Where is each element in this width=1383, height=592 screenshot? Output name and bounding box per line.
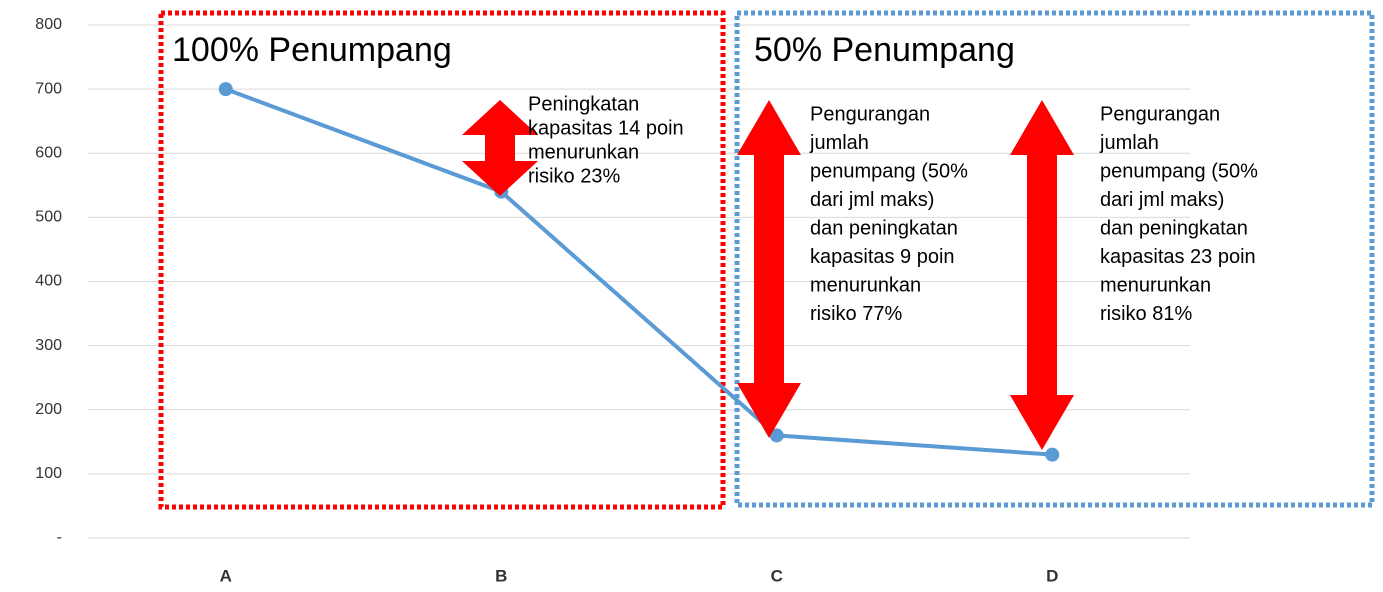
annotation-line: kapasitas 23 poin [1100, 246, 1256, 268]
annotation-line: penumpang (50% [810, 160, 968, 182]
group-box-full [158, 10, 726, 510]
x-tick-label: B [495, 566, 507, 585]
point [1045, 447, 1060, 462]
arrow [462, 100, 538, 196]
annotation-line: risiko 77% [810, 303, 902, 325]
annotation-line: Peningkatan [528, 93, 639, 115]
annotation-line: kapasitas 9 poin [810, 246, 955, 268]
annotation-line: jumlah [1099, 132, 1159, 154]
annotation-line: penumpang (50% [1100, 160, 1258, 182]
y-tick-label: 600 [35, 144, 62, 161]
annotation-line: kapasitas 14 poin [528, 117, 684, 139]
annotation-line: menurunkan [1100, 274, 1211, 296]
annotation-line: dan peningkatan [1100, 217, 1248, 239]
y-tick-label: 200 [35, 401, 62, 418]
y-tick-label: 400 [35, 273, 62, 290]
point [218, 82, 233, 97]
annotation-line: menurunkan [810, 274, 921, 296]
y-tick-label: 800 [35, 16, 62, 33]
y-tick-label: 100 [35, 465, 62, 482]
y-tick-label: 300 [35, 337, 62, 354]
annotation: 100% Penumpang [172, 31, 452, 69]
series-line [225, 87, 1053, 457]
y-tick-label: 500 [35, 209, 62, 226]
annotation-line: dan peningkatan [810, 217, 958, 239]
y-tick-label: 700 [35, 80, 62, 97]
group-box-half [734, 10, 1375, 508]
x-tick-label: C [771, 566, 783, 585]
arrow [1010, 100, 1074, 450]
annotation-line: risiko 81% [1100, 303, 1192, 325]
annotation-line: dari jml maks) [810, 189, 934, 211]
arrow [737, 100, 801, 438]
x-tick-label: D [1046, 566, 1058, 585]
annotation-line: risiko 23% [528, 165, 620, 187]
annotation-line: Pengurangan [810, 103, 930, 125]
annotation-line: jumlah [809, 132, 869, 154]
y-tick-label: - [57, 529, 62, 546]
x-tick-label: A [220, 566, 232, 585]
grid: - 100 200 300 400 500 600 700 800 [35, 16, 1190, 546]
annotation-line: Pengurangan [1100, 103, 1220, 125]
annotation-line: dari jml maks) [1100, 189, 1224, 211]
annotation: 50% Penumpang [754, 31, 1015, 69]
annotation-line: menurunkan [528, 141, 639, 163]
point [769, 428, 784, 443]
